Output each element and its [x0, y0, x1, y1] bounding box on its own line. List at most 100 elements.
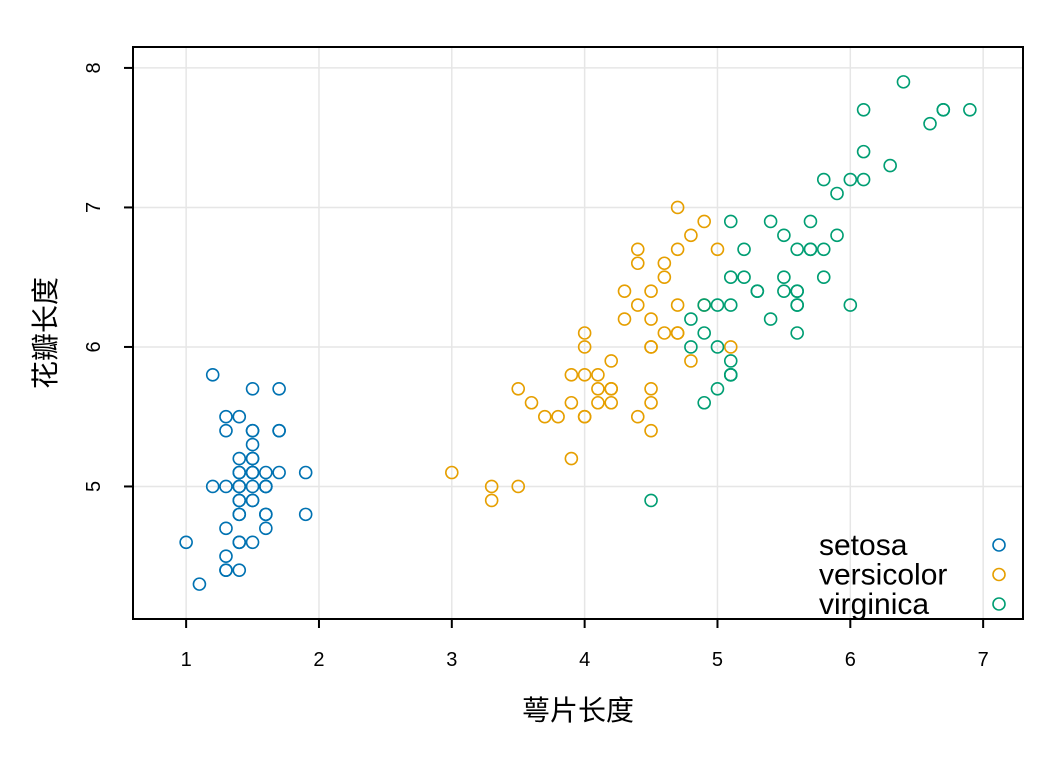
data-points	[179, 75, 977, 591]
point-virginica	[763, 214, 778, 229]
point-versicolor	[524, 395, 539, 410]
point-setosa	[219, 479, 233, 494]
y-tick-label: 6	[83, 341, 105, 352]
point-virginica	[803, 214, 818, 229]
point-versicolor	[670, 298, 685, 312]
point-virginica	[684, 340, 698, 354]
point-setosa	[245, 382, 260, 396]
point-setosa	[232, 535, 247, 550]
point-setosa	[219, 549, 233, 564]
point-versicolor	[697, 214, 711, 229]
y-tick-label: 8	[83, 62, 105, 73]
x-tick-label: 6	[845, 649, 856, 671]
point-versicolor	[564, 395, 579, 410]
x-tick-label: 7	[978, 649, 989, 671]
point-virginica	[737, 270, 751, 284]
point-versicolor	[630, 298, 645, 312]
point-setosa	[259, 479, 273, 494]
point-virginica	[830, 228, 844, 243]
y-axis: 5 6 7 8	[83, 62, 133, 492]
point-virginica	[697, 326, 711, 340]
point-virginica	[723, 270, 738, 284]
point-virginica	[790, 326, 804, 340]
x-tick-label: 2	[313, 649, 324, 671]
point-versicolor	[630, 409, 645, 424]
point-setosa	[232, 451, 247, 466]
point-virginica	[923, 116, 937, 131]
point-virginica	[723, 214, 738, 229]
point-setosa	[219, 563, 233, 577]
point-versicolor	[644, 340, 658, 354]
point-virginica	[883, 158, 897, 173]
point-setosa	[245, 493, 260, 508]
point-versicolor	[577, 409, 592, 424]
point-virginica	[856, 172, 871, 187]
point-virginica	[777, 228, 791, 243]
point-virginica	[790, 284, 804, 298]
y-tick-label: 7	[83, 202, 105, 213]
point-virginica	[697, 298, 711, 312]
point-setosa	[245, 423, 260, 438]
point-versicolor	[630, 242, 645, 257]
point-versicolor	[577, 326, 592, 340]
point-versicolor	[657, 270, 672, 284]
point-versicolor	[657, 256, 672, 271]
point-setosa	[298, 507, 313, 522]
point-setosa	[259, 507, 273, 522]
point-setosa	[259, 465, 273, 480]
point-virginica	[843, 298, 858, 312]
point-virginica	[803, 242, 818, 257]
point-virginica	[737, 242, 751, 257]
point-virginica	[936, 102, 951, 117]
x-tick-label: 1	[181, 649, 192, 671]
y-tick-label: 5	[83, 481, 105, 492]
point-virginica	[777, 270, 791, 284]
x-tick-label: 4	[579, 649, 590, 671]
point-virginica	[963, 102, 977, 117]
point-setosa	[232, 507, 247, 522]
point-setosa	[245, 479, 260, 494]
point-versicolor	[723, 340, 738, 354]
point-versicolor	[604, 382, 619, 396]
point-setosa	[192, 577, 207, 591]
point-versicolor	[644, 395, 658, 410]
point-versicolor	[670, 326, 685, 340]
point-setosa	[272, 382, 286, 396]
point-versicolor	[484, 479, 499, 494]
point-versicolor	[604, 395, 619, 410]
y-axis-title: 花瓣长度	[29, 277, 62, 389]
point-versicolor	[511, 479, 526, 494]
point-setosa	[259, 521, 273, 536]
point-setosa	[205, 479, 220, 494]
legend-label-setosa: setosa	[819, 529, 908, 562]
point-versicolor	[670, 242, 685, 257]
point-virginica	[750, 284, 765, 298]
point-versicolor	[445, 465, 459, 480]
point-virginica	[710, 340, 725, 354]
point-virginica	[896, 75, 911, 89]
point-virginica	[710, 382, 725, 396]
point-versicolor	[591, 395, 605, 410]
point-versicolor	[537, 409, 552, 424]
x-tick-label: 3	[446, 649, 457, 671]
point-virginica	[684, 312, 698, 326]
point-versicolor	[644, 284, 658, 298]
point-setosa	[232, 409, 247, 424]
point-setosa	[232, 563, 247, 577]
point-setosa	[298, 465, 313, 480]
point-versicolor	[644, 423, 658, 438]
point-virginica	[723, 298, 738, 312]
legend-marker-setosa	[992, 538, 1006, 552]
point-virginica	[723, 354, 738, 368]
point-setosa	[245, 451, 260, 466]
point-versicolor	[564, 368, 579, 382]
point-setosa	[245, 465, 260, 480]
point-versicolor	[657, 326, 672, 340]
point-versicolor	[604, 354, 619, 368]
point-virginica	[697, 395, 711, 410]
point-setosa	[245, 437, 260, 452]
point-versicolor	[684, 354, 698, 368]
plot-frame	[132, 46, 1024, 620]
point-virginica	[777, 284, 791, 298]
